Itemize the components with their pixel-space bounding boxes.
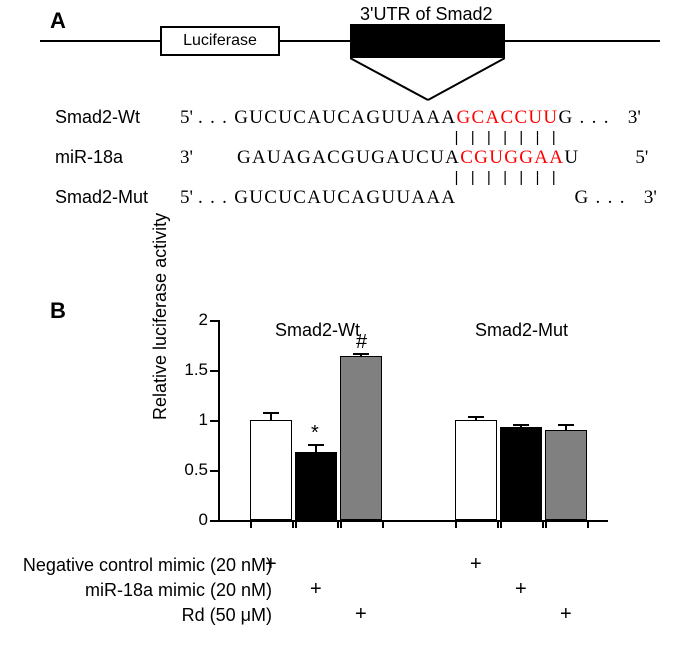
plus-mark: + <box>515 578 527 601</box>
sig-mark-1: * <box>311 422 319 445</box>
x-axis <box>218 520 608 522</box>
y-tick <box>210 470 218 472</box>
seq-mir-tail: U <box>564 147 579 168</box>
seq-wt-3prime: 3' <box>628 107 641 128</box>
seq-mut-label: Smad2-Mut <box>55 187 175 208</box>
luciferase-box: Luciferase <box>160 26 280 56</box>
plus-mark: + <box>355 603 367 626</box>
errcap-5 <box>558 424 574 426</box>
panel-a: 3'UTR of Smad2 Luciferase Smad2-Wt 5' . … <box>40 10 660 255</box>
bar-chart: Relative luciferase activity Smad2-Wt Sm… <box>160 310 640 540</box>
treatment-mir-label: miR-18a mimic (20 nM) <box>0 580 272 601</box>
seq-wt-tail: G . . . <box>558 107 609 128</box>
x-tick <box>542 520 544 528</box>
seq-wt-body: . . . GUCUCAUCAGUUAAAGCACCUUG . . . <box>198 107 616 128</box>
y-tick <box>210 320 218 322</box>
y-tick <box>210 520 218 522</box>
plus-mark: + <box>265 553 277 576</box>
construct-line-2 <box>280 40 350 42</box>
y-tick <box>210 420 218 422</box>
x-tick <box>292 520 294 528</box>
group-title-mut: Smad2-Mut <box>475 320 568 341</box>
seq-mir-3prime: 3' <box>180 147 193 168</box>
y-tick-label: 1.5 <box>168 360 208 380</box>
seq-mut-5prime: 5' <box>180 187 193 208</box>
y-tick-label: 0.5 <box>168 460 208 480</box>
seq-wt-label: Smad2-Wt <box>55 107 175 128</box>
seq-mir-plain: GAUAGACGUGAUCUA <box>237 147 460 168</box>
y-tick <box>210 370 218 372</box>
x-tick <box>455 520 457 528</box>
x-tick <box>500 520 502 528</box>
bar-5 <box>545 430 587 520</box>
x-tick <box>587 520 589 528</box>
seq-wt-row: Smad2-Wt 5' . . . GUCUCAUCAGUUAAAGCACCUU… <box>55 107 641 129</box>
luciferase-text: Luciferase <box>183 32 257 50</box>
plus-mark: + <box>310 578 322 601</box>
construct-line-3 <box>505 40 660 42</box>
errcap-3 <box>468 416 484 418</box>
bar-3 <box>455 420 497 520</box>
seq-wt-plain: . . . GUCUCAUCAGUUAAA <box>198 107 456 128</box>
x-tick <box>250 520 252 528</box>
callout-triangle <box>350 58 505 108</box>
errcap-0 <box>263 412 279 414</box>
pipes-wt-mir: ||||||| <box>452 130 565 147</box>
y-tick-label: 2 <box>168 310 208 330</box>
panel-b: Relative luciferase activity Smad2-Wt Sm… <box>20 300 680 655</box>
x-tick <box>340 520 342 528</box>
seq-mir-label: miR-18a <box>55 147 175 168</box>
y-tick-label: 0 <box>168 510 208 530</box>
sig-mark-2: # <box>356 331 367 354</box>
plus-mark: + <box>470 553 482 576</box>
seq-mut-body: . . . GUCUCAUCAGUUAAA G . . . <box>198 187 632 208</box>
bar-0 <box>250 420 292 520</box>
errcap-4 <box>513 424 529 426</box>
x-tick <box>497 520 499 528</box>
seq-wt-5prime: 5' <box>180 107 193 128</box>
treatment-rd-label: Rd (50 μM) <box>0 605 272 626</box>
seq-wt-red: GCACCUU <box>456 107 558 128</box>
utr-label: 3'UTR of Smad2 <box>360 4 493 25</box>
y-tick-label: 1 <box>168 410 208 430</box>
bar-4 <box>500 427 542 520</box>
group-title-wt: Smad2-Wt <box>275 320 360 341</box>
x-tick <box>337 520 339 528</box>
x-tick <box>295 520 297 528</box>
seq-mir-body: GAUAGACGUGAUCUACGUGGAAU <box>237 147 585 168</box>
x-tick <box>545 520 547 528</box>
bar-2 <box>340 356 382 520</box>
construct-line-1 <box>40 40 160 42</box>
bar-1 <box>295 452 337 520</box>
treatment-neg-label: Negative control mimic (20 nM) <box>0 555 272 576</box>
seq-mut-3prime: 3' <box>644 187 657 208</box>
y-axis <box>218 320 220 520</box>
seq-mut-tail: G . . . <box>574 187 625 208</box>
seq-mut-plain: . . . GUCUCAUCAGUUAAA <box>198 187 456 208</box>
seq-mir-5prime: 5' <box>635 147 648 168</box>
plus-mark: + <box>560 603 572 626</box>
seq-mut-row: Smad2-Mut 5' . . . GUCUCAUCAGUUAAA G . . … <box>55 187 657 209</box>
utr-box <box>350 24 505 58</box>
x-tick <box>382 520 384 528</box>
pipes-mir-mut: ||||||| <box>452 170 565 187</box>
seq-mir-row: miR-18a 3' GAUAGACGUGAUCUACGUGGAAU 5' <box>55 147 648 169</box>
seq-mir-red: CGUGGAA <box>460 147 564 168</box>
